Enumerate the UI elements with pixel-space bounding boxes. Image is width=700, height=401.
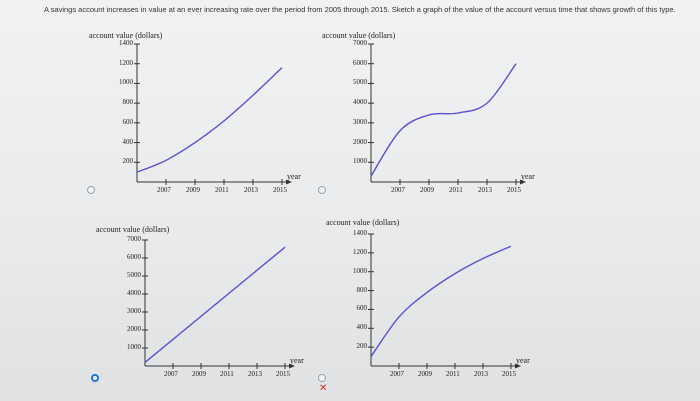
question-text: A savings account increases in value at …: [44, 5, 676, 14]
choice-a-x-axis-title: year: [287, 172, 301, 181]
choice-b-y-tick-label: 3000: [353, 117, 367, 126]
choice-c-x-tick-label: 2013: [248, 370, 262, 378]
choice-b-x-tick-label: 2009: [420, 186, 434, 194]
choice-c-radio[interactable]: [91, 374, 99, 382]
choice-c-x-tick-label: 2009: [192, 370, 206, 378]
choice-b-y-tick-label: 5000: [353, 78, 367, 87]
choice-b-x-tick-label: 2013: [478, 186, 492, 194]
choice-a-x-tick-label: 2013: [244, 186, 258, 194]
choice-d-y-tick-label: 200: [356, 342, 368, 351]
choice-d-x-axis-arrow: [515, 363, 521, 369]
choice-c-y-tick-label: 3000: [127, 307, 141, 315]
choice-c-y-tick-label: 1000: [127, 343, 141, 351]
choice-b-x-tick-label: 2015: [507, 186, 521, 194]
choice-b-series-line: [370, 63, 517, 177]
choice-a-x-tick-label: 2011: [215, 186, 229, 194]
choice-d-y-tick-label: 1400: [353, 229, 367, 237]
choice-d-y-axis-title: account value (dollars): [326, 218, 400, 227]
choice-b-y-tick-label: 6000: [353, 58, 367, 67]
choice-b-y-tick-label: 2000: [353, 137, 367, 146]
choice-c-chart: [142, 239, 295, 369]
choice-a-radio[interactable]: [87, 186, 95, 194]
choice-d-y-tick-label: 1000: [353, 266, 367, 275]
choice-a-y-axis-title: account value (dollars): [89, 31, 163, 40]
choice-b-radio[interactable]: [318, 186, 326, 194]
choice-d-y-tick-label: 400: [356, 323, 368, 332]
choice-d-y-tick-label: 1200: [353, 247, 367, 256]
choice-a-y-tick-label: 400: [122, 137, 134, 146]
choice-c-y-tick-label: 6000: [127, 253, 141, 261]
choice-d-chart: [368, 233, 521, 369]
choice-b-y-tick-label: 4000: [353, 98, 367, 107]
choice-d-x-tick-label: 2013: [474, 370, 488, 378]
choice-a-y-tick-label: 600: [122, 117, 134, 126]
choice-a-chart: [134, 43, 292, 185]
choice-c-y-tick-label: 2000: [127, 325, 141, 333]
choice-b-x-tick-label: 2011: [449, 186, 463, 194]
choice-d-y-tick-label: 600: [356, 304, 368, 313]
choice-c-x-tick-label: 2011: [220, 370, 234, 378]
choice-c-y-tick-label: 4000: [127, 289, 141, 297]
choice-c-y-tick-label: 7000: [127, 235, 141, 243]
choice-a-x-tick-label: 2007: [157, 186, 171, 194]
choice-c-x-axis-arrow: [289, 363, 295, 369]
choice-c-x-axis-title: year: [290, 356, 304, 365]
choice-a-x-tick-label: 2009: [186, 186, 200, 194]
choice-d-x-tick-label: 2015: [502, 370, 516, 378]
choice-d-x-tick-label: 2009: [418, 370, 432, 378]
choice-d-x-tick-label: 2011: [446, 370, 460, 378]
choice-d-radio[interactable]: [318, 374, 326, 382]
choice-c-y-tick-label: 5000: [127, 271, 141, 279]
choice-a-y-tick-label: 1000: [119, 78, 133, 87]
choice-b-x-tick-label: 2007: [391, 186, 405, 194]
choice-c-series-line: [144, 246, 286, 363]
choice-a-y-tick-label: 1400: [119, 39, 133, 47]
choice-a-y-tick-label: 200: [122, 157, 134, 166]
choice-d-y-tick-label: 800: [356, 285, 368, 294]
choice-c-x-tick-label: 2007: [164, 370, 178, 378]
choice-c-y-axis-title: account value (dollars): [96, 225, 170, 234]
choice-a-x-tick-label: 2015: [273, 186, 287, 194]
choice-b-x-axis-title: year: [521, 172, 535, 181]
choice-a-x-axis-arrow: [286, 179, 292, 185]
choice-d-x-tick-label: 2007: [390, 370, 404, 378]
choice-a-series-line: [136, 67, 283, 173]
choice-d-series-line: [370, 245, 512, 357]
choice-b-y-tick-label: 7000: [353, 39, 367, 47]
choice-b-x-axis-arrow: [520, 179, 526, 185]
choice-b-chart: [368, 43, 526, 185]
choice-a-y-tick-label: 800: [122, 98, 134, 107]
choice-a-y-tick-label: 1200: [119, 58, 133, 67]
choice-b-y-tick-label: 1000: [353, 157, 367, 166]
choice-d-incorrect-icon: ✕: [319, 383, 328, 394]
choice-b-y-axis-title: account value (dollars): [322, 31, 396, 40]
choice-c-x-tick-label: 2015: [276, 370, 290, 378]
choice-d-x-axis-title: year: [516, 356, 530, 365]
